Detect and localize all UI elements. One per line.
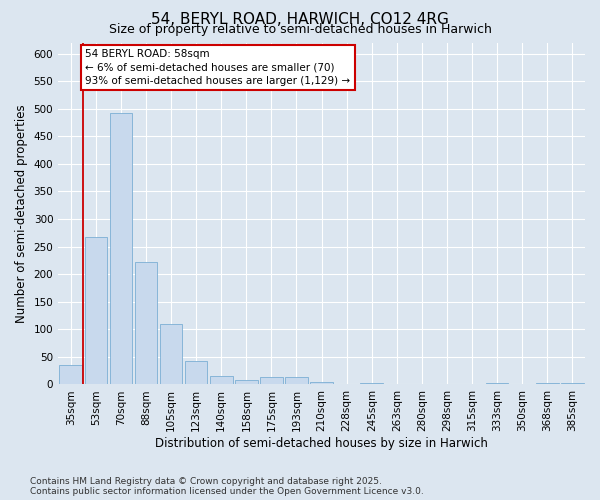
Bar <box>260 376 283 384</box>
Text: Contains HM Land Registry data © Crown copyright and database right 2025.
Contai: Contains HM Land Registry data © Crown c… <box>30 476 424 496</box>
Bar <box>310 382 333 384</box>
Bar <box>85 236 107 384</box>
Bar <box>185 362 208 384</box>
Text: Size of property relative to semi-detached houses in Harwich: Size of property relative to semi-detach… <box>109 22 491 36</box>
Text: 54, BERYL ROAD, HARWICH, CO12 4RG: 54, BERYL ROAD, HARWICH, CO12 4RG <box>151 12 449 28</box>
Bar <box>561 383 584 384</box>
X-axis label: Distribution of semi-detached houses by size in Harwich: Distribution of semi-detached houses by … <box>155 437 488 450</box>
Bar <box>235 380 257 384</box>
Bar <box>134 262 157 384</box>
Bar <box>160 324 182 384</box>
Bar <box>486 383 508 384</box>
Bar <box>110 113 132 384</box>
Bar <box>59 365 82 384</box>
Text: 54 BERYL ROAD: 58sqm
← 6% of semi-detached houses are smaller (70)
93% of semi-d: 54 BERYL ROAD: 58sqm ← 6% of semi-detach… <box>85 49 350 86</box>
Bar <box>210 376 233 384</box>
Bar <box>285 376 308 384</box>
Y-axis label: Number of semi-detached properties: Number of semi-detached properties <box>15 104 28 323</box>
